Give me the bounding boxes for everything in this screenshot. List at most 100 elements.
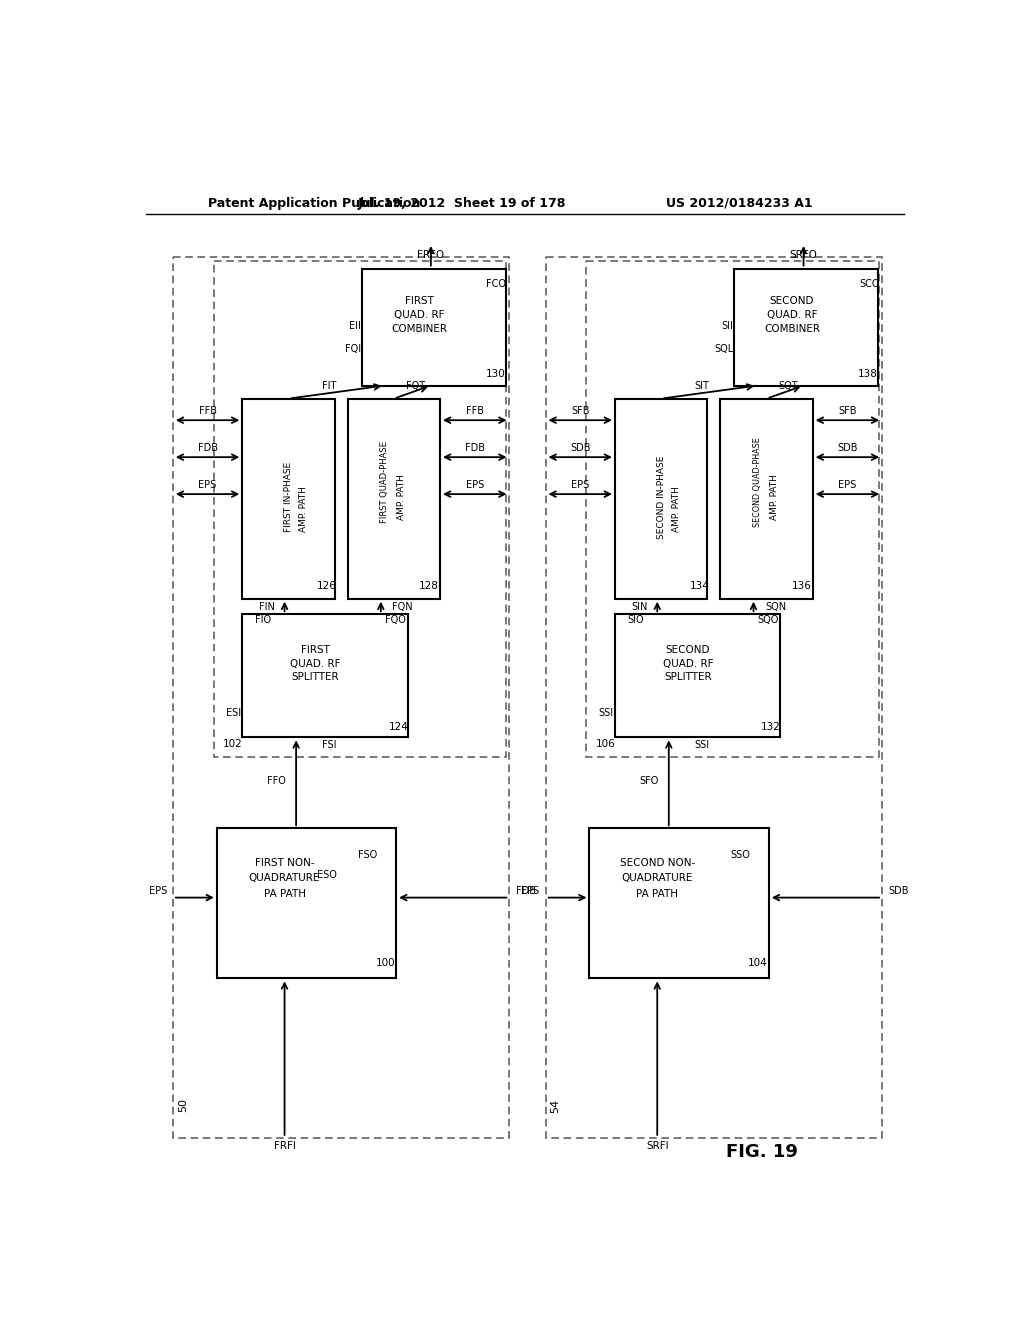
Text: 54: 54: [551, 1098, 560, 1113]
Text: 50: 50: [178, 1098, 188, 1113]
Text: SDB: SDB: [838, 444, 858, 453]
Text: SQT: SQT: [778, 381, 798, 391]
Text: QUAD. RF: QUAD. RF: [290, 659, 341, 668]
Text: SECOND: SECOND: [770, 296, 814, 306]
Text: SIO: SIO: [628, 615, 644, 626]
Text: SFB: SFB: [571, 407, 590, 416]
Text: Patent Application Publication: Patent Application Publication: [208, 197, 420, 210]
Bar: [348, 399, 440, 599]
Text: FQT: FQT: [406, 381, 425, 391]
Text: FQN: FQN: [392, 602, 413, 611]
Text: COMBINER: COMBINER: [391, 323, 447, 334]
Text: QUAD. RF: QUAD. RF: [663, 659, 714, 668]
Text: FRFI: FRFI: [273, 1140, 296, 1151]
Bar: [546, 257, 882, 1138]
Text: FQO: FQO: [385, 615, 406, 626]
Text: SDB: SDB: [570, 444, 591, 453]
Bar: [587, 261, 879, 758]
Text: FFB: FFB: [466, 407, 483, 416]
Text: SFO: SFO: [639, 776, 658, 785]
Bar: [734, 268, 879, 385]
Text: FIRST NON-: FIRST NON-: [255, 858, 314, 869]
Bar: [361, 268, 506, 385]
Text: FDB: FDB: [515, 887, 536, 896]
Bar: [214, 261, 506, 758]
Text: PA PATH: PA PATH: [263, 888, 305, 899]
Text: QUADRATURE: QUADRATURE: [249, 874, 321, 883]
Text: FIO: FIO: [255, 615, 271, 626]
Text: SQO: SQO: [758, 615, 778, 626]
Text: AMP. PATH: AMP. PATH: [299, 486, 308, 532]
Text: 130: 130: [485, 370, 505, 379]
Text: AMP. PATH: AMP. PATH: [672, 486, 681, 532]
Text: SSO: SSO: [730, 850, 751, 861]
Text: US 2012/0184233 A1: US 2012/0184233 A1: [666, 197, 812, 210]
Text: SFB: SFB: [839, 407, 857, 416]
Text: EII: EII: [349, 321, 360, 331]
Text: 134: 134: [689, 581, 710, 591]
Text: FDB: FDB: [465, 444, 484, 453]
Text: FIRST: FIRST: [301, 644, 330, 655]
Text: EPS: EPS: [199, 480, 217, 490]
Text: 102: 102: [223, 739, 243, 748]
Text: ESI: ESI: [225, 708, 241, 718]
Text: SII: SII: [722, 321, 733, 331]
Text: SECOND NON-: SECOND NON-: [620, 858, 695, 869]
Text: QUAD. RF: QUAD. RF: [394, 310, 444, 319]
Bar: [720, 399, 813, 599]
Text: FIG. 19: FIG. 19: [726, 1143, 798, 1160]
Text: 128: 128: [419, 581, 439, 591]
Text: Jul. 19, 2012  Sheet 19 of 178: Jul. 19, 2012 Sheet 19 of 178: [357, 197, 566, 210]
Text: FIN: FIN: [259, 602, 275, 611]
Text: 126: 126: [316, 581, 337, 591]
Text: FQI: FQI: [345, 345, 360, 354]
Text: FIRST: FIRST: [404, 296, 434, 306]
Text: SDB: SDB: [888, 887, 908, 896]
Text: EPS: EPS: [839, 480, 856, 490]
Text: FRFO: FRFO: [418, 249, 444, 260]
Text: FFB: FFB: [199, 407, 216, 416]
Text: 104: 104: [749, 958, 768, 968]
Text: EPS: EPS: [571, 480, 590, 490]
Text: 124: 124: [388, 722, 409, 731]
Text: QUADRATURE: QUADRATURE: [622, 874, 693, 883]
Text: 100: 100: [376, 958, 395, 968]
Text: SQN: SQN: [765, 602, 786, 611]
Text: EPS: EPS: [521, 887, 540, 896]
Text: AMP. PATH: AMP. PATH: [397, 474, 407, 520]
Bar: [614, 614, 780, 738]
Text: FSO: FSO: [357, 850, 377, 861]
Text: EPS: EPS: [148, 887, 167, 896]
Text: SIT: SIT: [694, 381, 710, 391]
Text: SIN: SIN: [632, 602, 648, 611]
Text: 138: 138: [858, 370, 879, 379]
Text: SPLITTER: SPLITTER: [292, 672, 339, 682]
Text: COMBINER: COMBINER: [764, 323, 820, 334]
Bar: [217, 829, 396, 978]
Text: EPS: EPS: [466, 480, 484, 490]
Text: SECOND IN-PHASE: SECOND IN-PHASE: [656, 455, 666, 539]
Text: SECOND QUAD-PHASE: SECOND QUAD-PHASE: [753, 437, 762, 527]
Text: SRFO: SRFO: [790, 249, 817, 260]
Bar: [614, 399, 708, 599]
Text: QUAD. RF: QUAD. RF: [767, 310, 817, 319]
Text: FIT: FIT: [322, 381, 337, 391]
Text: SQL: SQL: [714, 345, 733, 354]
Text: 136: 136: [792, 581, 812, 591]
Text: FCO: FCO: [486, 279, 506, 289]
Bar: [243, 614, 408, 738]
Text: SCO: SCO: [859, 279, 880, 289]
Text: ESO: ESO: [317, 870, 337, 879]
Bar: [590, 829, 769, 978]
Text: AMP. PATH: AMP. PATH: [770, 474, 779, 520]
Text: SSI: SSI: [694, 741, 710, 750]
Text: FFO: FFO: [267, 776, 286, 785]
Text: SSI: SSI: [598, 708, 613, 718]
Bar: [173, 257, 509, 1138]
Text: SECOND: SECOND: [666, 644, 711, 655]
Text: 106: 106: [596, 739, 615, 748]
Text: SPLITTER: SPLITTER: [665, 672, 712, 682]
Text: FSI: FSI: [322, 741, 336, 750]
Text: FDB: FDB: [198, 444, 217, 453]
Bar: [243, 399, 335, 599]
